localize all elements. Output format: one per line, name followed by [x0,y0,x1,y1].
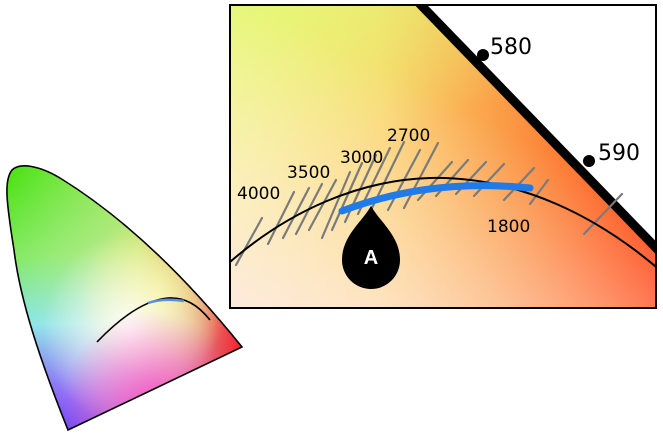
overview-planckian-locus [96,297,211,343]
inset-zoom-panel: 580 590 4000 3500 3000 2700 1800 A [229,4,657,309]
wavelength-580-label: 580 [490,35,532,60]
overview-color-field [6,165,242,430]
cct-label-3000: 3000 [340,148,383,168]
cct-label-2700: 2700 [387,126,430,146]
wavelength-590-label: 590 [598,141,640,166]
marker-a-label: A [364,247,378,269]
highlight-segment [338,182,534,215]
planckian-locus-curve [230,176,656,269]
cct-label-1800: 1800 [487,217,530,237]
marker-a-pin [342,206,400,289]
marker-a: A [342,206,400,289]
inset-frame [229,4,657,309]
wavelength-580-dot [477,49,489,61]
overview-highlight-segment [147,298,185,305]
overview-spectral-locus [6,165,244,432]
overview-diagram [6,165,244,432]
cct-label-3500: 3500 [287,163,330,183]
wavelength-590-dot [583,155,595,167]
cct-label-4000: 4000 [237,184,280,204]
spectral-boundary-line [414,5,656,255]
